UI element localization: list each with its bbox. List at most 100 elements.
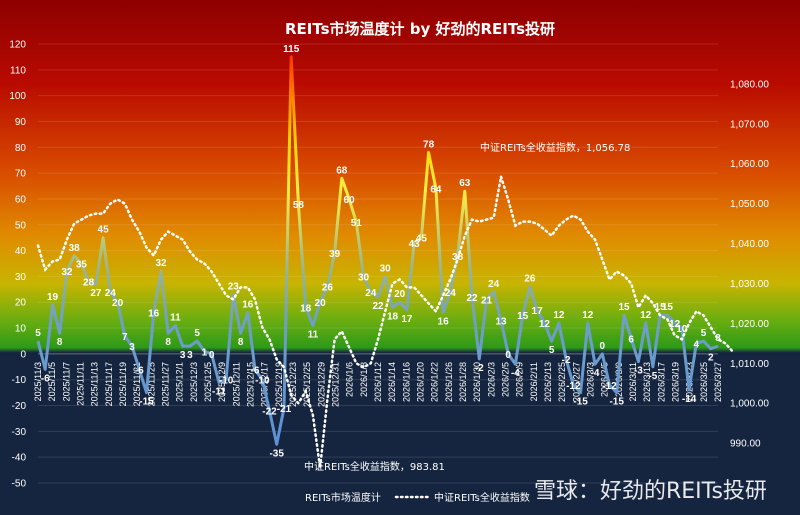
x-tick-label: 2025/11/17 <box>104 362 114 406</box>
x-tick-label: 2025/11/19 <box>118 362 128 406</box>
data-label: 12 <box>539 319 551 330</box>
x-tick-label: 2026/3/17 <box>656 362 666 402</box>
data-label: 11 <box>170 313 181 324</box>
y-right-tick-label: 1,020.00 <box>730 319 769 330</box>
data-label: 45 <box>416 234 428 245</box>
series-line-reits-index <box>36 176 734 468</box>
data-label: 15 <box>655 302 667 313</box>
data-label: 24 <box>105 288 117 299</box>
data-label: 38 <box>452 252 464 263</box>
x-tick-label: 2025/12/31 <box>331 362 341 407</box>
data-label: -22 <box>262 407 277 418</box>
data-label: 24 <box>365 288 377 299</box>
data-label: 8 <box>165 337 171 348</box>
legend: REITs市场温度计 中证REITs全收益指数 <box>276 491 530 504</box>
data-label: 27 <box>90 288 102 299</box>
x-tick-label: 2026/1/26 <box>444 362 454 402</box>
x-tick-label: 2026/3/3 <box>586 362 596 397</box>
data-label: 8 <box>57 337 63 348</box>
data-label: -2 <box>562 355 571 366</box>
data-label: -12 <box>566 381 581 392</box>
data-label: 18 <box>387 311 399 322</box>
y-left-tick-label: 70 <box>15 169 27 180</box>
y-right-tick-label: 1,060.00 <box>730 159 769 170</box>
data-label: -35 <box>269 448 284 459</box>
x-tick-label: 2026/1/16 <box>401 362 411 402</box>
y-axis-right: 990.00 1,000.00 1,010.00 1,020.00 1,030.00 1,… <box>730 79 769 449</box>
data-label: 78 <box>423 140 435 151</box>
data-label: 51 <box>351 218 363 229</box>
x-tick-label: 2025/12/3 <box>189 362 199 402</box>
data-label: 20 <box>315 298 327 309</box>
data-label: 5 <box>35 328 41 339</box>
data-label: 3 <box>187 350 193 361</box>
data-label: 4 <box>694 340 700 351</box>
watermark: 雪球：好劲的REITs投研 <box>534 479 767 504</box>
data-label: 24 <box>445 288 457 299</box>
series-line-reits-thermometer <box>36 55 719 446</box>
x-tick-label: 2025/12/29 <box>316 362 326 407</box>
data-label: 26 <box>524 274 536 285</box>
data-label: 13 <box>495 316 507 327</box>
data-label: -6 <box>135 365 144 376</box>
data-label: 16 <box>242 300 254 311</box>
data-label: 30 <box>380 263 392 274</box>
data-label: 16 <box>438 317 450 328</box>
data-label: 17 <box>532 306 544 317</box>
data-label: 17 <box>401 314 413 325</box>
data-label: -4 <box>591 368 600 379</box>
y-right-tick-label: 1,080.00 <box>730 79 769 90</box>
x-tick-label: 2025/12/19 <box>274 362 284 407</box>
data-label: -15 <box>139 397 154 408</box>
x-tick-label: 2026/2/3 <box>486 362 496 397</box>
x-tick-label: 2026/2/13 <box>543 362 553 402</box>
y-left-tick-label: 30 <box>15 272 27 283</box>
y-left-tick-label: 120 <box>9 40 26 51</box>
data-label: 1 <box>202 347 208 358</box>
annotation-index-low: 中证REITs全收益指数，983.81 <box>304 460 445 473</box>
x-tick-label: 2026/3/19 <box>671 362 681 402</box>
y-right-tick-label: 1,000.00 <box>730 399 769 410</box>
data-label: 22 <box>372 301 384 312</box>
x-tick-label: 2026/1/20 <box>416 362 426 402</box>
x-tick-label: 2026/1/14 <box>387 362 397 402</box>
data-label: 15 <box>662 302 674 313</box>
data-label: 26 <box>322 283 334 294</box>
x-tick-label: 2026/1/12 <box>373 362 383 402</box>
data-label: -15 <box>609 397 624 408</box>
x-tick-label: 2026/1/8 <box>359 362 369 397</box>
data-label: 39 <box>329 249 341 260</box>
data-label: -10 <box>255 376 270 387</box>
y-left-tick-label: 40 <box>15 246 27 257</box>
x-tick-label: 2025/11/13 <box>90 362 100 406</box>
data-label: 12 <box>669 319 681 330</box>
x-tick-label: 2026/3/11 <box>628 362 638 401</box>
x-tick-label: 2026/1/22 <box>430 362 440 402</box>
y-left-tick-label: -30 <box>12 427 27 438</box>
y-left-tick-label: 110 <box>10 65 26 76</box>
x-tick-label: 2026/1/6 <box>345 362 355 397</box>
data-label: 30 <box>358 272 370 283</box>
data-label: 24 <box>488 279 500 290</box>
data-label: -10 <box>219 376 234 387</box>
x-tick-label: 2025/11/27 <box>161 362 171 406</box>
x-tick-label: 2026/2/25 <box>557 362 567 402</box>
data-label: 18 <box>300 303 312 314</box>
data-label: 2 <box>708 353 714 364</box>
data-label: -21 <box>277 404 292 415</box>
data-label: 12 <box>640 310 652 321</box>
x-tick-label: 2026/1/30 <box>472 362 482 402</box>
data-label: 5 <box>549 345 555 356</box>
data-label: -14 <box>682 394 697 405</box>
data-label: 22 <box>466 293 478 304</box>
data-label: 15 <box>517 311 529 322</box>
x-tick-label: 2025/12/5 <box>203 362 213 402</box>
x-tick-label: 2025/12/25 <box>302 362 312 407</box>
x-tick-label: 2026/2/9 <box>515 362 525 397</box>
data-label: 19 <box>47 292 59 303</box>
data-label: 35 <box>76 260 88 271</box>
x-tick-label: 2025/12/23 <box>288 362 298 407</box>
x-tick-label: 2025/11/25 <box>146 362 156 406</box>
data-label: -4 <box>511 368 520 379</box>
